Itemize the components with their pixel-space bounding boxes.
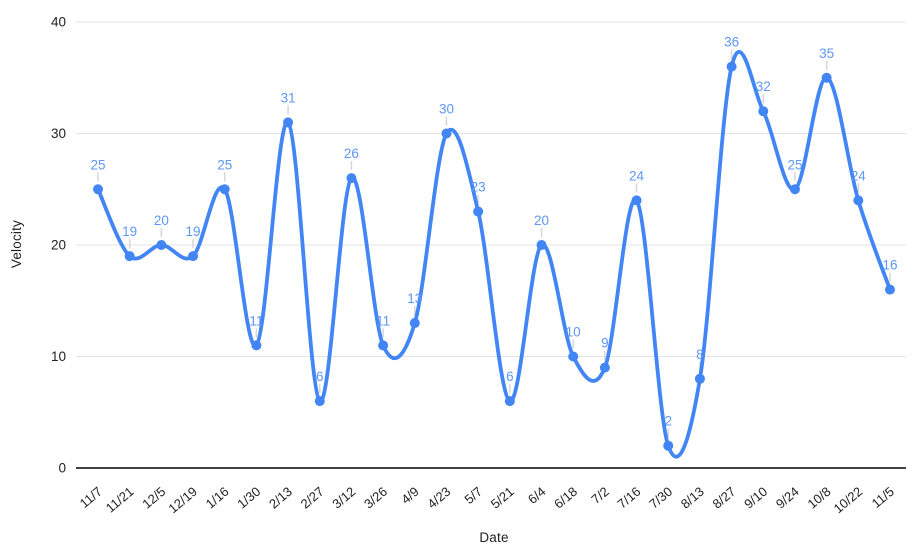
- x-tick-label: 11/5: [869, 484, 897, 511]
- data-point: [251, 340, 262, 351]
- x-tick-label: 12/19: [165, 484, 200, 516]
- data-point-label: 19: [186, 224, 201, 239]
- data-point-label: 25: [787, 157, 802, 172]
- data-point-label: 11: [249, 313, 263, 328]
- x-tick-label: 2/27: [298, 484, 327, 512]
- data-point: [694, 373, 705, 384]
- data-point-label: 35: [819, 46, 834, 61]
- x-tick-label: 12/5: [139, 484, 168, 512]
- data-point-label: 9: [601, 336, 609, 351]
- data-point: [378, 340, 389, 351]
- x-tick-label: 6/18: [551, 484, 580, 512]
- data-point: [536, 240, 547, 250]
- x-tick-label: 2/13: [266, 484, 295, 512]
- data-point-label: 19: [122, 224, 137, 239]
- data-point: [885, 284, 895, 295]
- data-point: [409, 318, 420, 329]
- data-point-label: 8: [696, 347, 704, 362]
- data-point: [156, 240, 167, 250]
- x-tick-label: 7/2: [588, 484, 611, 507]
- data-point-label: 31: [281, 90, 296, 105]
- x-tick-label: 11/21: [103, 484, 137, 516]
- y-tick-label: 20: [51, 238, 66, 253]
- data-point-label: 25: [217, 157, 232, 172]
- data-point: [346, 173, 357, 184]
- data-point: [441, 128, 452, 139]
- x-tick-label: 10/8: [805, 484, 834, 512]
- y-axis-title: Velocity: [9, 220, 24, 269]
- y-tick-label: 0: [58, 461, 66, 476]
- data-point-label: 25: [90, 157, 105, 172]
- data-point: [219, 184, 230, 195]
- x-tick-label: 4/23: [424, 484, 453, 512]
- x-tick-label: 1/30: [234, 484, 263, 512]
- y-tick-label: 40: [51, 15, 66, 30]
- data-point: [93, 184, 103, 195]
- y-tick-label: 30: [51, 126, 66, 141]
- data-point-label: 32: [756, 79, 771, 94]
- y-tick-label: 10: [51, 349, 66, 364]
- x-tick-label: 9/24: [773, 484, 802, 512]
- x-tick-label: 1/16: [203, 484, 232, 512]
- x-tick-label: 7/30: [646, 484, 675, 512]
- data-point-label: 20: [154, 213, 169, 228]
- x-tick-label: 10/22: [831, 484, 866, 516]
- x-tick-label: 3/12: [329, 484, 358, 512]
- x-tick-label: 8/13: [678, 484, 707, 512]
- data-point: [314, 396, 325, 407]
- data-point-label: 24: [851, 168, 867, 183]
- x-tick-label: 5/21: [488, 484, 517, 512]
- data-point-label: 30: [439, 102, 454, 117]
- data-point-label: 6: [506, 369, 514, 384]
- data-point: [726, 61, 737, 72]
- x-tick-label: 9/10: [741, 484, 770, 512]
- data-point-label: 2: [664, 414, 672, 429]
- data-point: [473, 206, 484, 217]
- data-point-label: 20: [534, 213, 549, 228]
- data-point: [631, 195, 642, 206]
- x-tick-label: 5/7: [462, 484, 485, 507]
- velocity-series-line: [96, 49, 892, 459]
- x-tick-label: 7/16: [614, 484, 643, 512]
- data-point-label: 16: [882, 258, 897, 273]
- x-axis-title: Date: [479, 530, 509, 545]
- data-point: [821, 72, 832, 83]
- x-tick-label: 3/26: [361, 484, 390, 512]
- data-point: [124, 251, 135, 262]
- x-tick-label: 6/4: [525, 484, 548, 507]
- data-point: [853, 195, 864, 206]
- data-point: [599, 362, 610, 373]
- data-point-label: 36: [724, 35, 739, 50]
- data-point-label: 6: [316, 369, 324, 384]
- data-point-label: 10: [566, 325, 581, 340]
- x-tick-label: 4/9: [398, 484, 421, 507]
- x-tick-label: 8/27: [709, 484, 738, 512]
- data-point-label: 23: [471, 180, 486, 195]
- data-point: [568, 351, 579, 362]
- data-point-label: 26: [344, 146, 359, 161]
- data-point: [188, 251, 199, 262]
- data-point-label: 24: [629, 168, 645, 183]
- data-point: [504, 396, 515, 407]
- x-tick-label: 11/7: [77, 484, 105, 511]
- data-point: [789, 184, 800, 195]
- data-point-label: 11: [376, 313, 390, 328]
- data-point: [663, 440, 674, 451]
- data-point-label: 13: [407, 291, 422, 306]
- data-point: [283, 117, 294, 128]
- data-point: [758, 106, 769, 117]
